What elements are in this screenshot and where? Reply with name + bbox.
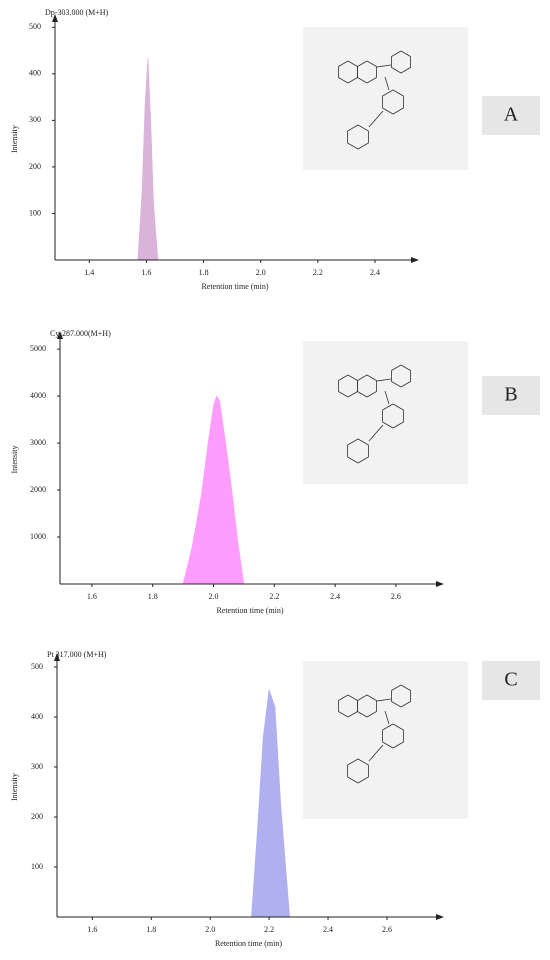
y-tick-label: 1000 — [30, 532, 46, 541]
structure-background — [303, 27, 468, 170]
ring — [347, 758, 369, 784]
bond — [376, 698, 392, 702]
y-tick-label: 2000 — [30, 485, 46, 494]
x-axis-label: Retention time (min) — [201, 282, 268, 291]
ring — [357, 60, 377, 84]
y-tick-label: 500 — [29, 22, 41, 31]
structure-image — [303, 341, 468, 484]
y-tick-label: 100 — [31, 862, 43, 871]
x-axis-arrow — [436, 914, 444, 920]
ring — [391, 684, 411, 708]
y-tick-label: 5000 — [30, 344, 46, 353]
x-tick-label: 2.0 — [209, 592, 219, 601]
ring — [347, 124, 369, 150]
y-tick-label: 300 — [31, 762, 43, 771]
x-axis-arrow — [436, 581, 444, 587]
ring — [391, 50, 411, 74]
chromatogram: B 1.6 1.8 2.0 2.2 2.4 2.6 1000 2000 3000 4000 5000 C… — [10, 329, 540, 615]
y-tick-label: 400 — [29, 69, 41, 78]
ring — [382, 89, 404, 115]
x-tick-label: 2.2 — [269, 592, 279, 601]
y-tick-label: 200 — [29, 162, 41, 171]
y-axis-label: Intensity — [10, 446, 19, 474]
panel-label-box — [482, 376, 540, 415]
peak-area — [137, 57, 159, 261]
x-axis-label: Retention time (min) — [215, 939, 282, 948]
ring — [382, 403, 404, 429]
y-axis-label: Intensity — [10, 773, 19, 801]
y-tick-label: 3000 — [30, 438, 46, 447]
y-axis-arrow — [52, 14, 58, 22]
chart-title: Cy-287.000(M+H) — [50, 329, 111, 338]
ring — [357, 694, 377, 718]
x-tick-label: 1.8 — [199, 268, 209, 277]
x-tick-label: 2.6 — [391, 592, 401, 601]
bond — [376, 378, 392, 382]
chart-title: Dp-303.000 (M+H) — [45, 8, 109, 17]
structure-image — [303, 27, 468, 170]
panel-label-box — [482, 661, 540, 700]
bond — [368, 110, 384, 128]
x-tick-label: 2.2 — [264, 925, 274, 934]
chromatogram: C 1.6 1.8 2.0 2.2 2.4 2.6 100 200 300 400 500 Pt 317… — [10, 650, 540, 948]
x-tick-label: 1.4 — [84, 268, 94, 277]
ring — [347, 438, 369, 464]
panel-label-box — [482, 96, 540, 135]
panel-label: B — [504, 384, 517, 406]
x-tick-label: 2.4 — [323, 925, 333, 934]
ring — [391, 364, 411, 388]
peak-area — [182, 395, 245, 585]
x-tick-label: 2.0 — [256, 268, 266, 277]
ring — [382, 723, 404, 749]
structure-background — [303, 661, 468, 819]
y-tick-label: 4000 — [30, 391, 46, 400]
structure-image — [303, 661, 468, 819]
chart-title: Pt 317.000 (M+H) — [47, 650, 107, 659]
x-tick-label: 1.6 — [87, 925, 97, 934]
bond — [368, 744, 384, 762]
bond — [368, 424, 384, 442]
x-tick-label: 2.4 — [370, 268, 380, 277]
chromatogram: A 1.4 1.6 1.8 2.0 2.2 2.4 100 200 300 400 500 Dp-303… — [10, 8, 540, 291]
x-axis-label: Retention time (min) — [216, 606, 283, 615]
y-axis-arrow — [57, 331, 63, 339]
y-tick-label: 300 — [29, 115, 41, 124]
peak-area — [251, 689, 291, 918]
x-tick-label: 1.6 — [87, 592, 97, 601]
y-tick-label: 400 — [31, 712, 43, 721]
y-axis-arrow — [54, 653, 60, 661]
y-axis-label: Intensity — [10, 125, 19, 153]
bond — [384, 710, 390, 725]
x-tick-label: 2.0 — [205, 925, 215, 934]
x-tick-label: 2.6 — [382, 925, 392, 934]
x-tick-label: 1.8 — [146, 925, 156, 934]
x-axis-arrow — [411, 257, 419, 263]
bond — [384, 76, 390, 91]
bond — [384, 390, 390, 405]
panel-label: C — [504, 669, 517, 691]
y-tick-label: 200 — [31, 812, 43, 821]
bond — [376, 64, 392, 68]
panel-label: A — [504, 104, 519, 126]
y-tick-label: 100 — [29, 208, 41, 217]
ring — [357, 374, 377, 398]
y-tick-label: 500 — [31, 662, 43, 671]
x-tick-label: 2.2 — [313, 268, 323, 277]
structure-background — [303, 341, 468, 484]
x-tick-label: 2.4 — [330, 592, 340, 601]
x-tick-label: 1.6 — [141, 268, 151, 277]
x-tick-label: 1.8 — [148, 592, 158, 601]
